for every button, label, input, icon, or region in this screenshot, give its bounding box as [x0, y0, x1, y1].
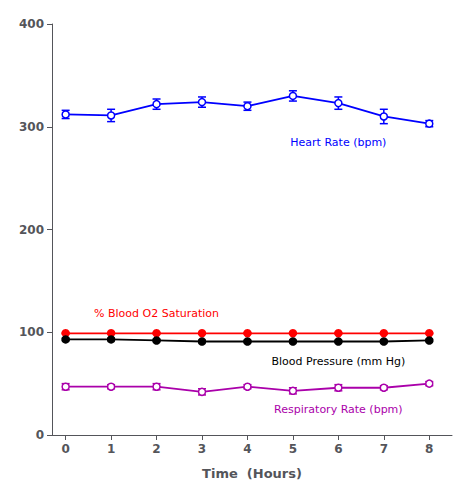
svg-text:0: 0: [61, 442, 69, 456]
svg-text:Heart Rate (bpm): Heart Rate (bpm): [290, 136, 386, 149]
svg-text:100: 100: [19, 325, 44, 339]
svg-text:Time (Hours): Time (Hours): [202, 466, 302, 481]
svg-text:7: 7: [380, 442, 388, 456]
svg-text:0: 0: [36, 428, 44, 442]
svg-text:4: 4: [243, 442, 251, 456]
svg-text:3: 3: [198, 442, 206, 456]
svg-text:8: 8: [425, 442, 433, 456]
svg-text:6: 6: [334, 442, 342, 456]
svg-text:% Blood O2 Saturation: % Blood O2 Saturation: [94, 307, 219, 320]
svg-text:400: 400: [19, 17, 44, 31]
svg-text:2: 2: [152, 442, 160, 456]
svg-text:1: 1: [107, 442, 115, 456]
svg-text:5: 5: [289, 442, 297, 456]
svg-text:Respiratory Rate (bpm): Respiratory Rate (bpm): [274, 403, 403, 416]
svg-text:Blood Pressure (mm Hg): Blood Pressure (mm Hg): [271, 355, 405, 368]
svg-text:200: 200: [19, 223, 44, 237]
svg-text:300: 300: [19, 120, 44, 134]
